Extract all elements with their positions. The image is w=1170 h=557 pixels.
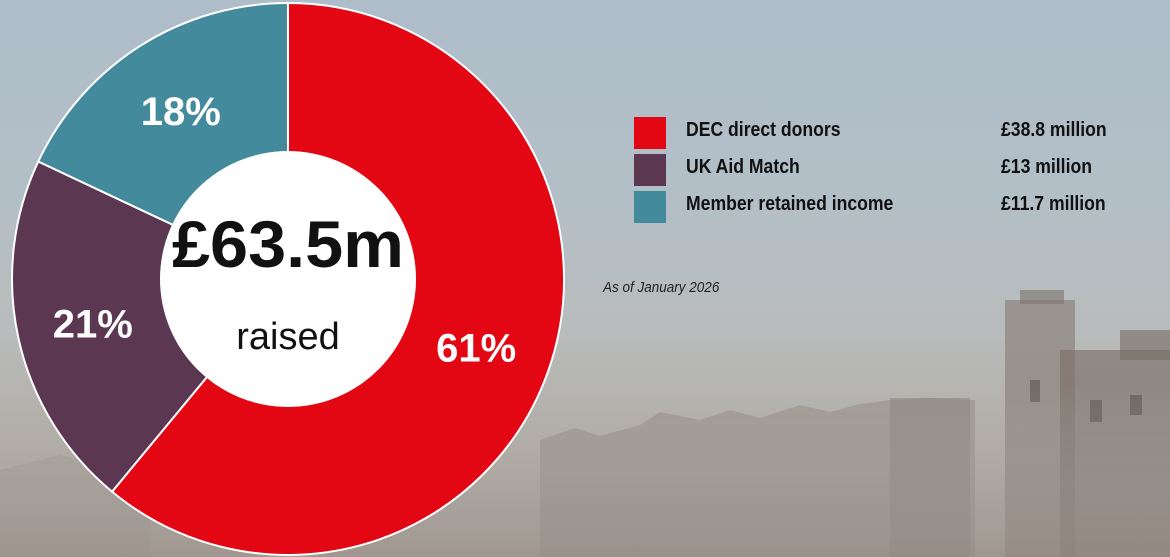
slice-percent-label: 61% bbox=[436, 327, 516, 371]
legend: DEC direct donors £38.8 million UK Aid M… bbox=[634, 114, 1164, 225]
total-raised-caption: raised bbox=[236, 316, 340, 358]
legend-item-uk-aid-match: UK Aid Match £13 million bbox=[634, 151, 1164, 188]
date-note: As of January 2026 bbox=[603, 279, 720, 296]
total-raised-value: £63.5m bbox=[172, 207, 404, 281]
legend-item-member-retained-income: Member retained income £11.7 million bbox=[634, 188, 1164, 225]
legend-amount: £11.7 million bbox=[1001, 193, 1106, 215]
donut-hole bbox=[160, 151, 416, 407]
legend-amount: £13 million bbox=[1001, 156, 1092, 178]
legend-label: Member retained income bbox=[686, 193, 894, 215]
slice-percent-label: 21% bbox=[53, 303, 133, 347]
pie-slice-uk-aid-match bbox=[11, 160, 290, 494]
legend-label: DEC direct donors bbox=[686, 119, 841, 141]
legend-swatch bbox=[634, 191, 666, 223]
slice-percent-label: 18% bbox=[141, 90, 221, 134]
legend-label: UK Aid Match bbox=[686, 156, 800, 178]
legend-swatch bbox=[634, 117, 666, 149]
legend-swatch bbox=[634, 154, 666, 186]
legend-item-dec-direct-donors: DEC direct donors £38.8 million bbox=[634, 114, 1164, 151]
legend-amount: £38.8 million bbox=[1001, 119, 1107, 141]
